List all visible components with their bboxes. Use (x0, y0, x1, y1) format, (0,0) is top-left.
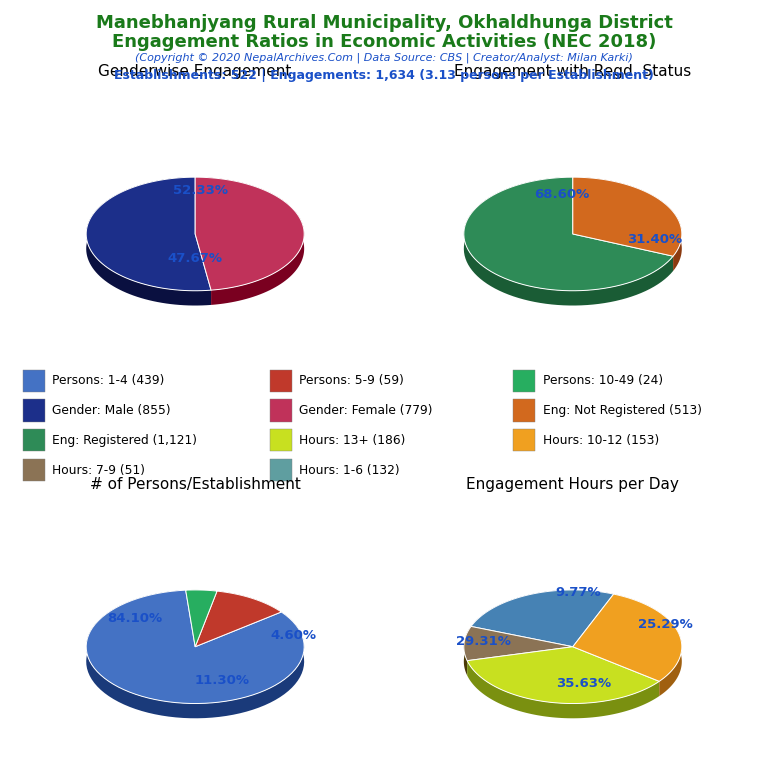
Text: Hours: 1-6 (132): Hours: 1-6 (132) (300, 464, 400, 477)
Bar (23, 429, 45, 452)
Bar (23, 369, 45, 392)
Text: 9.77%: 9.77% (555, 586, 601, 599)
Title: Genderwise Engagement: Genderwise Engagement (98, 65, 292, 79)
Text: 68.60%: 68.60% (535, 187, 590, 200)
Polygon shape (573, 594, 682, 681)
Bar (270, 399, 292, 422)
Polygon shape (186, 590, 217, 647)
Bar (270, 429, 292, 452)
Polygon shape (464, 177, 673, 291)
Bar (23, 459, 45, 482)
Polygon shape (195, 591, 281, 647)
Text: Eng: Registered (1,121): Eng: Registered (1,121) (52, 434, 197, 447)
Polygon shape (217, 591, 281, 627)
Text: 35.63%: 35.63% (556, 677, 611, 690)
Text: 31.40%: 31.40% (627, 233, 682, 247)
Polygon shape (86, 177, 211, 306)
Text: Gender: Female (779): Gender: Female (779) (300, 404, 432, 417)
Bar (513, 399, 535, 422)
Text: 25.29%: 25.29% (638, 617, 693, 631)
Polygon shape (614, 594, 682, 696)
Text: Hours: 13+ (186): Hours: 13+ (186) (300, 434, 406, 447)
Text: 4.60%: 4.60% (270, 629, 316, 642)
Text: Engagement Ratios in Economic Activities (NEC 2018): Engagement Ratios in Economic Activities… (112, 33, 656, 51)
Polygon shape (86, 177, 211, 291)
Polygon shape (573, 177, 682, 257)
Polygon shape (464, 177, 673, 306)
Polygon shape (471, 590, 614, 641)
Title: Engagement with Regd. Status: Engagement with Regd. Status (454, 65, 691, 79)
Title: Engagement Hours per Day: Engagement Hours per Day (466, 477, 679, 492)
Polygon shape (195, 177, 304, 305)
Polygon shape (464, 627, 471, 675)
Polygon shape (86, 590, 304, 718)
Text: 29.31%: 29.31% (456, 634, 511, 647)
Bar (513, 429, 535, 452)
Text: 84.10%: 84.10% (108, 612, 163, 625)
Text: Establishments: 522 | Engagements: 1,634 (3.13 persons per Establishment): Establishments: 522 | Engagements: 1,634… (114, 69, 654, 82)
Bar (270, 459, 292, 482)
Polygon shape (467, 647, 659, 703)
Polygon shape (573, 177, 682, 271)
Polygon shape (86, 590, 304, 703)
Title: # of Persons/Establishment: # of Persons/Establishment (90, 477, 300, 492)
Polygon shape (195, 177, 304, 290)
Text: Persons: 10-49 (24): Persons: 10-49 (24) (542, 374, 663, 387)
Polygon shape (464, 627, 573, 660)
Text: Hours: 10-12 (153): Hours: 10-12 (153) (542, 434, 659, 447)
Polygon shape (471, 590, 614, 647)
Text: 52.33%: 52.33% (173, 184, 228, 197)
Text: Persons: 1-4 (439): Persons: 1-4 (439) (52, 374, 164, 387)
Bar (23, 399, 45, 422)
Text: Persons: 5-9 (59): Persons: 5-9 (59) (300, 374, 404, 387)
Polygon shape (467, 660, 659, 718)
Text: Hours: 7-9 (51): Hours: 7-9 (51) (52, 464, 145, 477)
Text: 11.30%: 11.30% (195, 674, 250, 687)
Text: Manebhanjyang Rural Municipality, Okhaldhunga District: Manebhanjyang Rural Municipality, Okhald… (95, 14, 673, 31)
Text: Eng: Not Registered (513): Eng: Not Registered (513) (542, 404, 701, 417)
Text: (Copyright © 2020 NepalArchives.Com | Data Source: CBS | Creator/Analyst: Milan : (Copyright © 2020 NepalArchives.Com | Da… (135, 52, 633, 63)
Polygon shape (186, 590, 217, 606)
Text: Gender: Male (855): Gender: Male (855) (52, 404, 170, 417)
Bar (513, 369, 535, 392)
Text: 47.67%: 47.67% (167, 253, 223, 266)
Bar (270, 369, 292, 392)
